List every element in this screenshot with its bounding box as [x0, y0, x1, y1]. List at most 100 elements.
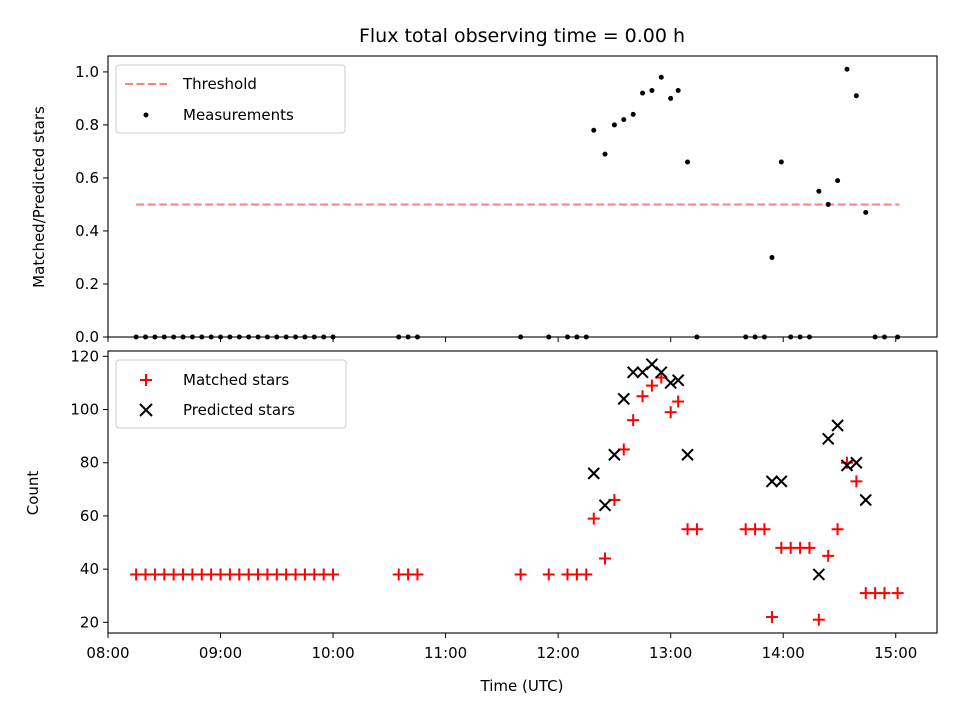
top-y-tick-label: 0.2: [75, 275, 99, 293]
matched-star-marker: [831, 523, 844, 536]
matched-star-marker: [878, 587, 891, 600]
top-panel: 0.0 0.2 0.4 0.6 0.8 1.0 Matched/Predicted sta…: [30, 55, 938, 346]
matched-star-marker: [891, 587, 904, 600]
measurement-point: [863, 209, 869, 215]
measurement-point: [816, 188, 822, 194]
x-tick-label: 08:00: [86, 644, 129, 662]
matched-star-marker: [411, 568, 424, 581]
predicted-star-marker: [626, 366, 640, 379]
predicted-star-marker: [664, 376, 677, 390]
predicted-star-marker: [598, 499, 612, 512]
legend-matched-label: Matched stars: [183, 371, 289, 389]
matched-star-marker: [542, 568, 555, 581]
predicted-star-marker: [671, 374, 685, 387]
measurement-point: [611, 122, 617, 128]
bottom-panel: 20 40 60 80 100 120 08:00 09:00 10:00 11:00 12:00…: [24, 347, 938, 695]
matched-star-marker: [850, 475, 863, 488]
bottom-legend: Matched stars Predicted stars: [115, 359, 347, 429]
top-y-tick-label: 0.4: [75, 222, 99, 240]
x-tick-label: 09:00: [199, 644, 242, 662]
predicted-star-marker: [775, 475, 788, 488]
top-y-axis-label: Matched/Predicted stars: [30, 106, 48, 288]
x-axis-label: Time (UTC): [480, 677, 564, 695]
chart-title: Flux total observing time = 0.00 h: [359, 25, 685, 47]
measurement-point: [778, 159, 784, 165]
x-tick-label: 14:00: [762, 644, 805, 662]
x-tick-label: 13:00: [649, 644, 692, 662]
top-y-tick-label: 0.0: [75, 328, 99, 346]
legend-measurements-label: Measurements: [183, 106, 294, 124]
legend-threshold-label: Threshold: [182, 75, 257, 93]
measurement-point: [621, 117, 627, 123]
predicted-stars-points: [587, 358, 872, 581]
predicted-star-marker: [840, 459, 854, 472]
matched-star-marker: [672, 395, 685, 408]
matched-stars-points: [130, 371, 904, 626]
top-y-tick-label: 1.0: [75, 63, 99, 81]
matched-star-marker: [664, 406, 677, 419]
matched-star-marker: [514, 568, 527, 581]
matched-star-marker: [627, 414, 640, 427]
matched-star-marker: [587, 512, 600, 525]
measurement-point: [844, 66, 850, 72]
predicted-star-marker: [608, 448, 621, 461]
legend-predicted-swatch: [139, 403, 153, 417]
x-tick-label: 10:00: [311, 644, 354, 662]
predicted-star-marker: [655, 366, 668, 379]
predicted-star-marker: [812, 568, 826, 581]
top-y-tick-label: 0.6: [75, 169, 99, 187]
bottom-y-tick-label: 60: [80, 507, 99, 525]
measurement-point: [675, 87, 681, 93]
predicted-star-marker: [681, 448, 694, 461]
predicted-star-marker: [822, 432, 835, 445]
legend-predicted-label: Predicted stars: [183, 401, 295, 419]
measurement-point: [591, 127, 597, 133]
matched-star-marker: [690, 523, 703, 536]
predicted-star-marker: [850, 456, 863, 469]
measurement-point: [602, 151, 608, 157]
top-axes-frame: [107, 55, 938, 338]
top-legend: Threshold Measurements: [115, 64, 346, 134]
matched-star-marker: [758, 523, 771, 536]
x-tick-label: 12:00: [537, 644, 580, 662]
legend-measurements-swatch: [143, 112, 149, 118]
measurement-point: [668, 95, 674, 101]
matched-star-marker: [327, 568, 340, 581]
bottom-y-tick-label: 120: [70, 347, 99, 365]
matched-star-marker: [812, 613, 825, 626]
x-tick-label: 15:00: [874, 644, 917, 662]
predicted-star-marker: [617, 392, 630, 406]
predicted-star-marker: [765, 475, 779, 488]
bottom-x-axis-ticks: 08:00 09:00 10:00 11:00 12:00 13:00 14:00 15:00: [86, 633, 917, 662]
measurement-point: [825, 201, 831, 207]
top-y-tick-label: 0.8: [75, 116, 99, 134]
measurement-point: [649, 87, 655, 93]
measurement-point: [640, 90, 646, 96]
bottom-y-axis-label: Count: [24, 471, 42, 516]
top-y-axis-ticks: 0.0 0.2 0.4 0.6 0.8 1.0: [75, 63, 108, 346]
matched-star-marker: [580, 568, 593, 581]
bottom-y-tick-label: 40: [80, 560, 99, 578]
measurement-point: [853, 93, 859, 99]
measurement-point: [685, 159, 691, 165]
matched-star-marker: [599, 552, 612, 565]
measurement-point: [835, 178, 841, 184]
measurement-point: [630, 111, 636, 117]
matched-star-marker: [822, 549, 835, 562]
matched-star-marker: [803, 541, 816, 554]
matched-star-marker: [645, 379, 658, 392]
predicted-star-marker: [587, 467, 600, 480]
predicted-star-marker: [831, 419, 844, 432]
x-tick-label: 11:00: [424, 644, 467, 662]
matched-star-marker: [765, 611, 778, 624]
predicted-star-marker: [859, 493, 872, 507]
bottom-axes-frame: [107, 350, 938, 634]
bottom-y-tick-label: 20: [80, 613, 99, 631]
bottom-y-tick-label: 80: [80, 454, 99, 472]
bottom-y-axis-ticks: 20 40 60 80 100 120: [70, 347, 108, 631]
legend-matched-swatch: [140, 374, 152, 386]
matched-star-marker: [636, 390, 649, 403]
measurement-point: [769, 254, 775, 260]
measurement-point: [658, 74, 664, 80]
